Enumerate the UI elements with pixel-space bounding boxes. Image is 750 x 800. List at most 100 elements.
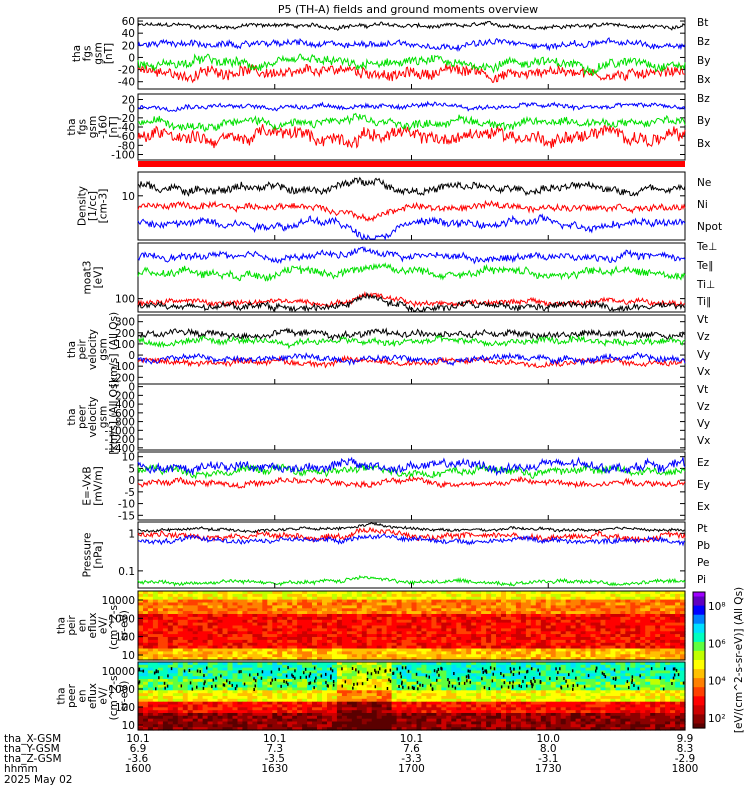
heatmap-cell — [192, 602, 199, 606]
heatmap-cell — [172, 631, 179, 635]
heatmap-cell — [227, 667, 234, 672]
heatmap-cell — [540, 664, 547, 669]
heatmap-cell — [272, 622, 278, 627]
heatmap-cell — [297, 642, 303, 647]
heatmap-cell — [590, 637, 597, 641]
heatmap-cell — [570, 707, 577, 711]
heatmap-cell — [346, 707, 353, 711]
heatmap-cell — [302, 690, 308, 694]
heatmap-cell — [630, 642, 636, 647]
heatmap-cell — [416, 631, 423, 635]
heatmap-cell — [207, 679, 214, 683]
heatmap-cell — [222, 704, 229, 708]
heatmap-cell — [252, 651, 258, 655]
heatmap-cell — [217, 648, 224, 652]
heatmap-cell — [272, 599, 278, 604]
heatmap-cell — [486, 667, 492, 672]
heatmap-cell — [157, 664, 164, 669]
heatmap-cell — [421, 687, 427, 691]
heatmap-cell — [605, 698, 611, 703]
heatmap-cell — [222, 664, 229, 669]
heatmap-cell — [192, 648, 199, 652]
heatmap-cell — [660, 704, 666, 708]
heatmap-cell — [187, 701, 194, 706]
heatmap-cell — [655, 657, 661, 661]
heatmap-cell — [287, 713, 293, 717]
heatmap-cell — [267, 645, 273, 650]
heatmap-cell — [610, 628, 616, 632]
heatmap-cell — [202, 634, 209, 638]
heatmap-cell — [396, 622, 403, 627]
heatmap-cell — [157, 698, 164, 703]
heatmap-cell — [471, 690, 477, 694]
heatmap-cell — [331, 605, 338, 609]
y-tick-label: 5 — [128, 463, 135, 475]
heatmap-cell — [172, 654, 179, 658]
heatmap-cell — [381, 698, 388, 703]
heatmap-cell — [426, 625, 432, 629]
heatmap-cell — [312, 614, 318, 618]
heatmap-cell — [525, 676, 532, 680]
heatmap-cell — [331, 634, 338, 638]
heatmap-cell — [361, 670, 368, 674]
heatmap-cell — [680, 673, 686, 677]
heatmap-cell — [630, 710, 636, 714]
heatmap-cell — [242, 693, 248, 697]
heatmap-cell — [143, 664, 149, 669]
heatmap-cell — [635, 673, 641, 677]
heatmap-cell — [550, 710, 557, 714]
heatmap-cell — [451, 690, 457, 694]
heatmap-cell — [421, 622, 427, 627]
heatmap-cell — [620, 664, 626, 669]
heatmap-cell — [491, 628, 497, 632]
y-axis-label-line: peer — [66, 683, 78, 708]
heatmap-cell — [650, 701, 656, 706]
y-axis-label-line: [km/s] (All Qs) — [108, 312, 120, 387]
heatmap-cell — [580, 657, 587, 661]
heatmap-cell — [421, 673, 427, 677]
heatmap-cell — [446, 631, 452, 635]
heatmap-cell — [421, 662, 427, 666]
heatmap-cell — [600, 670, 607, 674]
heatmap-cell — [317, 681, 323, 686]
heatmap-cell — [406, 701, 413, 706]
heatmap-cell — [192, 713, 199, 717]
heatmap-cell — [322, 648, 328, 652]
heatmap-cell — [461, 664, 467, 669]
heatmap-cell — [312, 631, 318, 635]
heatmap-cell — [212, 690, 219, 694]
heatmap-cell — [620, 596, 626, 601]
heatmap-cell — [565, 591, 572, 595]
heatmap-cell — [560, 687, 567, 691]
heatmap-cell — [441, 690, 447, 694]
heatmap-cell — [496, 707, 502, 711]
heatmap-cell — [421, 679, 427, 683]
heatmap-cell — [257, 654, 263, 658]
heatmap-cell — [620, 602, 626, 606]
heatmap-cell — [366, 616, 373, 621]
heatmap-cell — [361, 681, 368, 686]
heatmap-cell — [665, 611, 671, 615]
heatmap-cell — [322, 631, 328, 635]
y-tick-label: 1 — [128, 528, 135, 540]
heatmap-cell — [162, 634, 169, 638]
heatmap-cell — [212, 619, 219, 624]
heatmap-cell — [595, 622, 602, 627]
heatmap-cell — [461, 616, 467, 621]
heatmap-cell — [197, 642, 204, 647]
heatmap-cell — [481, 657, 487, 661]
heatmap-cell — [167, 704, 174, 708]
heatmap-cell — [386, 670, 393, 674]
heatmap-cell — [476, 625, 482, 629]
heatmap-cell — [501, 602, 507, 606]
heatmap-cell — [486, 710, 492, 714]
y-axis-label-line: eV/ — [98, 616, 110, 634]
heatmap-cell — [585, 593, 592, 598]
heatmap-cell — [436, 645, 442, 650]
heatmap-cell — [232, 648, 239, 652]
heatmap-cell — [570, 593, 577, 598]
heatmap-cell — [212, 622, 219, 627]
heatmap-cell — [605, 596, 611, 601]
heatmap-cell — [138, 593, 144, 598]
